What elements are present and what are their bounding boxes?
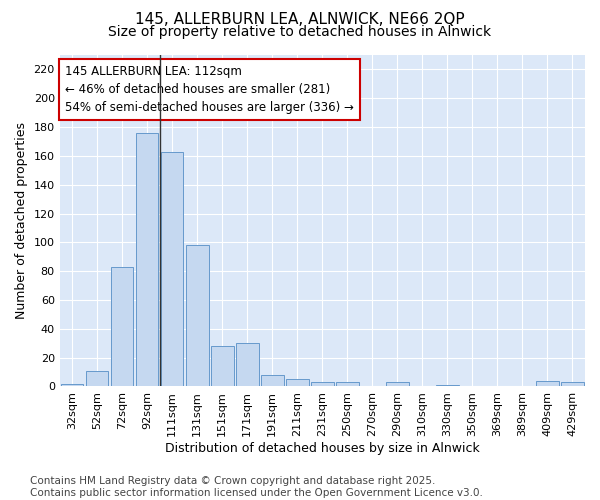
Bar xyxy=(386,382,409,386)
Text: Size of property relative to detached houses in Alnwick: Size of property relative to detached ho… xyxy=(109,25,491,39)
Bar xyxy=(61,384,83,386)
Bar xyxy=(136,133,158,386)
Bar xyxy=(536,380,559,386)
Bar xyxy=(236,343,259,386)
Text: 145, ALLERBURN LEA, ALNWICK, NE66 2QP: 145, ALLERBURN LEA, ALNWICK, NE66 2QP xyxy=(135,12,465,28)
X-axis label: Distribution of detached houses by size in Alnwick: Distribution of detached houses by size … xyxy=(165,442,480,455)
Bar xyxy=(111,267,133,386)
Bar xyxy=(211,346,233,387)
Bar xyxy=(311,382,334,386)
Bar xyxy=(561,382,584,386)
Text: 145 ALLERBURN LEA: 112sqm
← 46% of detached houses are smaller (281)
54% of semi: 145 ALLERBURN LEA: 112sqm ← 46% of detac… xyxy=(65,65,354,114)
Bar xyxy=(161,152,184,386)
Bar xyxy=(286,380,308,386)
Y-axis label: Number of detached properties: Number of detached properties xyxy=(15,122,28,319)
Bar xyxy=(261,375,284,386)
Bar xyxy=(436,385,458,386)
Bar xyxy=(86,370,109,386)
Bar xyxy=(186,245,209,386)
Bar xyxy=(336,382,359,386)
Text: Contains HM Land Registry data © Crown copyright and database right 2025.
Contai: Contains HM Land Registry data © Crown c… xyxy=(30,476,483,498)
